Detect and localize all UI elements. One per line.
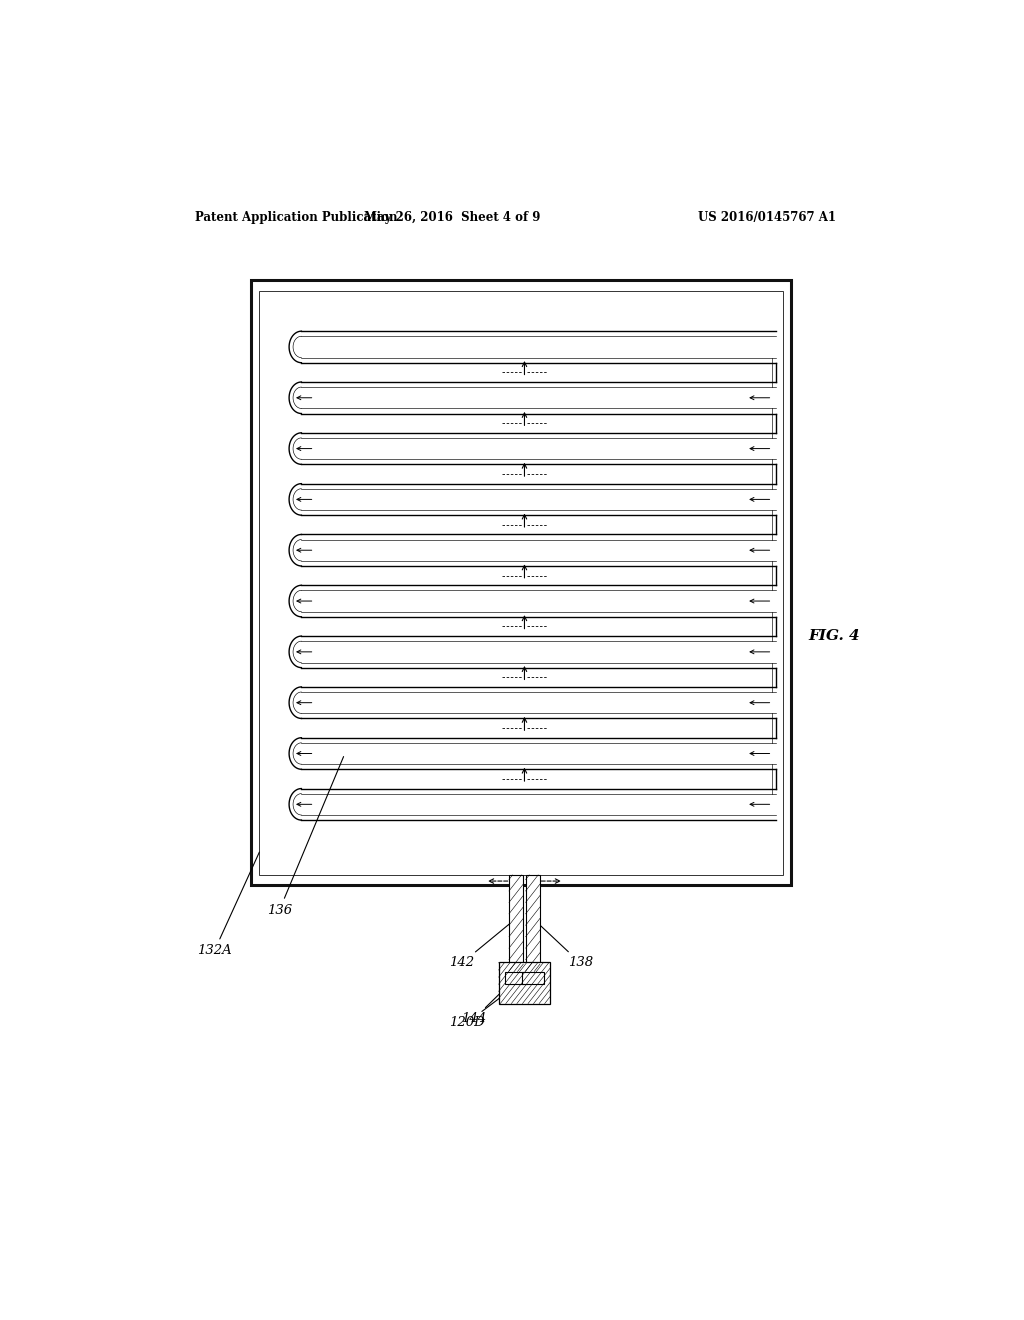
Text: May 26, 2016  Sheet 4 of 9: May 26, 2016 Sheet 4 of 9 — [364, 211, 540, 224]
Text: Patent Application Publication: Patent Application Publication — [196, 211, 398, 224]
Text: 144: 144 — [462, 979, 514, 1026]
Bar — [499, 962, 550, 1003]
Text: 132A: 132A — [197, 853, 259, 957]
Bar — [505, 972, 527, 983]
Text: 120D: 120D — [450, 987, 514, 1028]
Text: FIG. 4: FIG. 4 — [809, 630, 860, 643]
Bar — [521, 972, 544, 983]
Bar — [259, 290, 782, 875]
Text: 138: 138 — [535, 920, 593, 969]
Text: 136: 136 — [267, 756, 344, 916]
Bar — [251, 280, 791, 886]
Text: 142: 142 — [450, 920, 514, 969]
Bar — [509, 875, 523, 972]
Bar — [525, 875, 540, 972]
Text: US 2016/0145767 A1: US 2016/0145767 A1 — [697, 211, 836, 224]
